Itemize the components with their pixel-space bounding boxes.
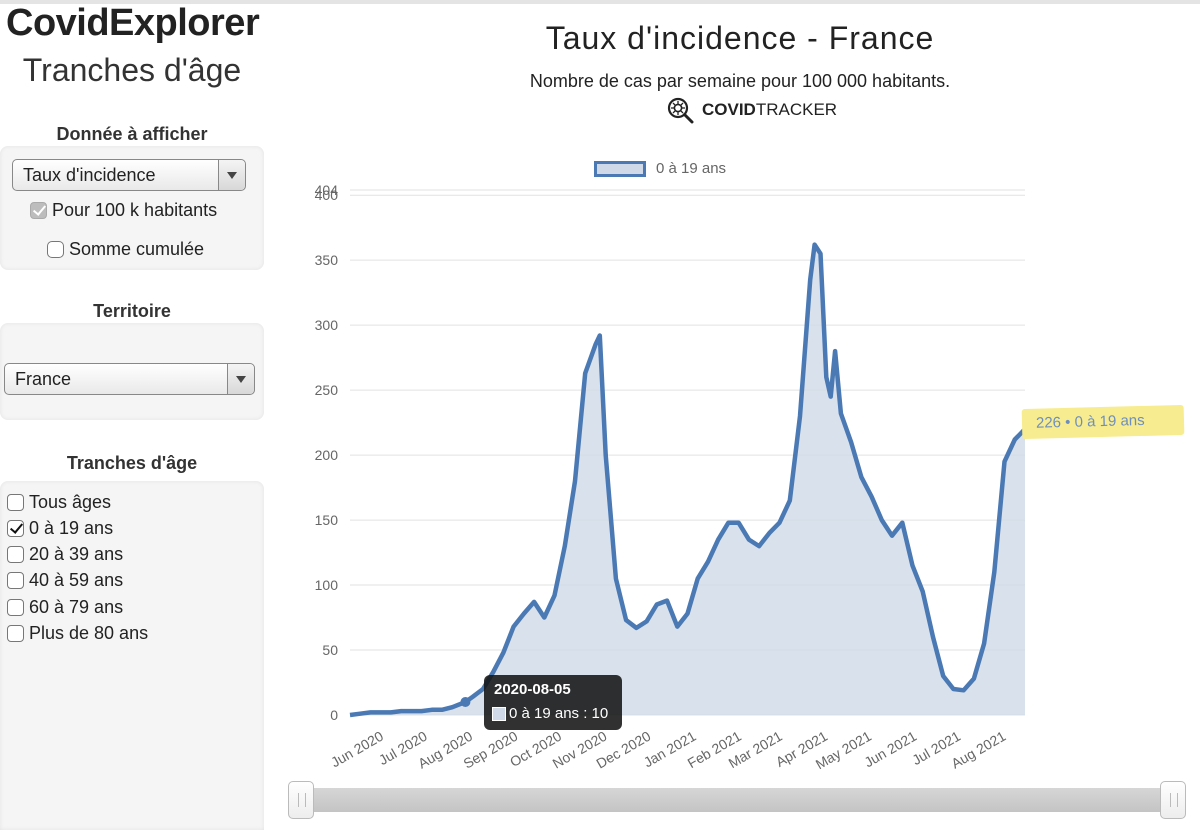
y-tick-label: 350 bbox=[315, 252, 339, 268]
age-option-label: 40 à 59 ans bbox=[29, 570, 124, 590]
y-tick-label: 50 bbox=[322, 642, 338, 658]
age-checkbox[interactable] bbox=[7, 625, 24, 642]
legend-swatch bbox=[594, 160, 646, 177]
age-checkbox[interactable] bbox=[7, 599, 24, 616]
end-value-label: 226 • 0 à 19 ans bbox=[1021, 404, 1185, 440]
age-option-0-19[interactable]: 0 à 19 ans bbox=[7, 518, 113, 539]
age-option-label: 20 à 39 ans bbox=[29, 544, 124, 564]
tooltip-date: 2020-08-05 bbox=[494, 681, 571, 698]
chart-subtitle: Nombre de cas par semaine pour 100 000 h… bbox=[529, 71, 951, 91]
age-checkbox[interactable] bbox=[7, 494, 24, 511]
per100k-checkbox[interactable] bbox=[30, 202, 47, 219]
data-section-heading: Donnée à afficher bbox=[56, 124, 208, 144]
territory-select-value: France bbox=[15, 369, 72, 389]
data-section-panel: Taux d'incidence Pour 100 k habitants So… bbox=[0, 146, 264, 270]
age-option-80-plus[interactable]: Plus de 80 ans bbox=[7, 623, 148, 644]
x-tick-label: Jun 2020 bbox=[328, 728, 386, 771]
series-line[interactable] bbox=[349, 242, 1027, 718]
chart-tooltip: 2020-08-05 0 à 19 ans : 10 bbox=[484, 675, 622, 730]
age-option-40-59[interactable]: 40 à 59 ans bbox=[7, 570, 123, 591]
per100k-label: Pour 100 k habitants bbox=[52, 200, 218, 220]
age-option-label: Tous âges bbox=[29, 492, 112, 512]
territory-section-heading: Territoire bbox=[93, 301, 171, 321]
age-section-panel: Tous âges 0 à 19 ans 20 à 39 ans 40 à 59… bbox=[0, 481, 264, 830]
chevron-down-icon bbox=[218, 160, 245, 190]
age-checkbox[interactable] bbox=[7, 520, 24, 537]
sidebar: CovidExplorer Tranches d'âge Donnée à af… bbox=[0, 0, 268, 830]
chart-legend[interactable]: 0 à 19 ans bbox=[594, 160, 726, 177]
age-option-label: 60 à 79 ans bbox=[29, 597, 124, 617]
age-option-20-39[interactable]: 20 à 39 ans bbox=[7, 544, 123, 565]
age-section-heading: Tranches d'âge bbox=[66, 453, 198, 473]
age-option-label: Plus de 80 ans bbox=[29, 623, 149, 643]
data-select-value: Taux d'incidence bbox=[23, 165, 156, 185]
chevron-down-icon bbox=[227, 364, 254, 394]
y-tick-label: 100 bbox=[315, 577, 339, 593]
y-tick-label: 404 bbox=[315, 182, 339, 198]
territory-section-panel: France bbox=[0, 323, 264, 420]
age-option-all[interactable]: Tous âges bbox=[7, 492, 111, 513]
series-area bbox=[350, 244, 1025, 715]
chart-title: Taux d'incidence - France bbox=[545, 20, 935, 56]
y-tick-label: 150 bbox=[315, 512, 339, 528]
virus-magnifier-icon bbox=[667, 97, 694, 124]
per100k-option[interactable]: Pour 100 k habitants bbox=[30, 200, 217, 221]
cumulative-option[interactable]: Somme cumulée bbox=[47, 239, 204, 260]
legend-label: 0 à 19 ans bbox=[656, 160, 727, 177]
tooltip-swatch bbox=[492, 706, 506, 721]
x-tick-label: Jun 2021 bbox=[861, 728, 919, 771]
app-subtitle: Tranches d'âge bbox=[22, 52, 242, 88]
hover-point bbox=[460, 697, 471, 708]
end-value-text: 226 • 0 à 19 ans bbox=[1035, 411, 1145, 432]
age-option-60-79[interactable]: 60 à 79 ans bbox=[7, 597, 123, 618]
cumulative-checkbox[interactable] bbox=[47, 241, 64, 258]
cumulative-label: Somme cumulée bbox=[69, 239, 205, 259]
app-title: CovidExplorer bbox=[6, 2, 260, 44]
y-tick-label: 0 bbox=[330, 707, 338, 723]
tooltip-value: 0 à 19 ans : 10 bbox=[509, 705, 609, 722]
data-select[interactable]: Taux d'incidence bbox=[12, 159, 246, 191]
y-tick-label: 300 bbox=[315, 317, 339, 333]
brand-bold: COVID bbox=[702, 100, 756, 119]
age-checkbox[interactable] bbox=[7, 546, 24, 563]
slider-handle-start[interactable] bbox=[288, 781, 314, 819]
date-range-slider[interactable] bbox=[300, 788, 1186, 812]
top-border bbox=[0, 0, 1200, 4]
age-checkbox[interactable] bbox=[7, 572, 24, 589]
brand-light: TRACKER bbox=[755, 100, 838, 119]
y-tick-label: 400 bbox=[315, 187, 339, 203]
y-tick-label: 200 bbox=[315, 447, 339, 463]
age-option-label: 0 à 19 ans bbox=[29, 518, 114, 538]
slider-handle-end[interactable] bbox=[1160, 781, 1186, 819]
territory-select[interactable]: France bbox=[4, 363, 255, 395]
covidtracker-logo[interactable]: COVID TRACKER bbox=[666, 96, 837, 124]
y-tick-label: 250 bbox=[315, 382, 339, 398]
tooltip-row: 0 à 19 ans : 10 bbox=[492, 705, 608, 722]
